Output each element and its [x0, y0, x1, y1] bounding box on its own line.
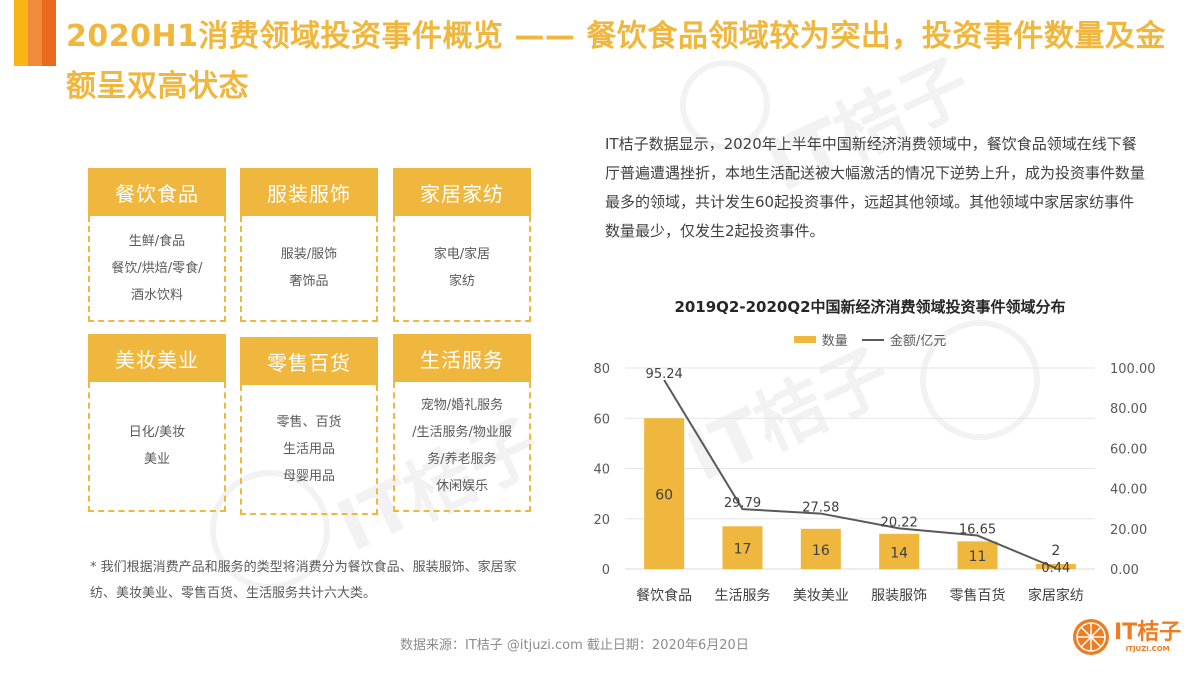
- x-category-label: 服装服饰: [871, 588, 927, 604]
- x-category-label: 零售百货: [950, 587, 1006, 604]
- chart-title: 2019Q2-2020Q2中国新经济消费领域投资事件领域分布: [674, 298, 1066, 316]
- category-title: 服装服饰: [240, 168, 378, 216]
- legend-line-swatch: [861, 338, 884, 341]
- category-item: 餐饮/烘焙/零食/: [111, 260, 203, 276]
- category-card-catering: 餐饮食品 生鲜/食品 餐饮/烘焙/零食/ 酒水饮料: [88, 168, 226, 322]
- category-item: 母婴用品: [282, 468, 335, 484]
- y-right-tick: 40.00: [1110, 483, 1147, 498]
- line-value-label: 16.65: [959, 523, 996, 538]
- line-value-label: 29.79: [724, 496, 761, 511]
- description-paragraph: IT桔子数据显示，2020年上半年中国新经济消费领域中，餐饮食品领域在线下餐厅普…: [605, 135, 1146, 240]
- category-item: 零售、百货: [276, 414, 342, 430]
- category-card-apparel: 服装服饰 服装/服饰 奢饰品: [240, 168, 378, 322]
- x-category-label: 生活服务: [715, 588, 771, 604]
- y-right-tick: 0.00: [1110, 563, 1139, 578]
- category-item: 服装/服饰: [280, 247, 338, 262]
- bar-value-label: 2: [1051, 543, 1060, 559]
- x-category-label: 餐饮食品: [636, 587, 692, 604]
- data-source: 数据来源：IT桔子 @itjuzi.com 截止日期：2020年6月20日: [400, 638, 749, 653]
- bar-value-label: 11: [969, 549, 987, 565]
- category-items: 零售、百货 生活用品 母婴用品: [240, 385, 378, 515]
- category-item: 日化/美妆: [128, 425, 186, 440]
- chart-legend: 数量 金额/亿元: [590, 330, 1150, 349]
- y-left-tick: 20: [593, 513, 610, 528]
- accent-stripe-2: [28, 0, 42, 66]
- y-right-tick: 20.00: [1110, 523, 1147, 538]
- amount-line: [663, 379, 1057, 570]
- bar: [644, 418, 685, 569]
- legend-bar-swatch: [793, 336, 816, 343]
- category-title: 美妆美业: [88, 334, 226, 382]
- bar-value-label: 14: [890, 545, 908, 561]
- bar-value-label: 60: [655, 488, 673, 504]
- line-value-label: 27.58: [802, 501, 839, 516]
- x-category-label: 美妆美业: [793, 588, 849, 604]
- category-item: 休闲娱乐: [435, 479, 488, 494]
- category-items: 日化/美妆 美业: [88, 382, 226, 512]
- accent-stripe-3: [42, 0, 56, 66]
- category-card-life-services: 生活服务 宠物/婚礼服务 /生活服务/物业服 务/养老服务 休闲娱乐: [393, 334, 531, 512]
- category-card-retail: 零售百货 零售、百货 生活用品 母婴用品: [240, 337, 378, 515]
- category-items: 家电/家居 家纺: [393, 216, 531, 322]
- category-card-home: 家居家纺 家电/家居 家纺: [393, 168, 531, 322]
- logo-sub-text: ITJUZI.COM: [1125, 645, 1170, 653]
- category-items: 宠物/婚礼服务 /生活服务/物业服 务/养老服务 休闲娱乐: [393, 382, 531, 512]
- category-card-beauty: 美妆美业 日化/美妆 美业: [88, 334, 226, 512]
- category-item: 家纺: [448, 274, 475, 289]
- bar: [1035, 563, 1076, 569]
- category-item: 美业: [143, 452, 170, 467]
- y-left-tick: 0: [602, 563, 610, 578]
- category-items: 服装/服饰 奢饰品: [240, 216, 378, 322]
- y-right-tick: 60.00: [1110, 442, 1147, 457]
- itjuzi-logo: IT桔子 ITJUZI.COM: [1072, 618, 1181, 656]
- y-right-tick: 100.00: [1110, 362, 1156, 377]
- line-value-label: 0.44: [1041, 561, 1070, 576]
- bar: [957, 541, 998, 569]
- logo-main-text: IT桔子: [1114, 620, 1182, 645]
- category-item: 奢饰品: [289, 274, 329, 289]
- category-item: 生鲜/食品: [128, 233, 186, 249]
- category-item: 宠物/婚礼服务: [420, 398, 504, 413]
- accent-bar: [14, 0, 56, 66]
- category-title: 生活服务: [393, 334, 531, 382]
- footnote: * 我们根据消费产品和服务的类型将消费分为餐饮食品、服装服饰、家居家纺、美妆美业…: [90, 560, 517, 601]
- y-left-tick: 80: [593, 362, 610, 377]
- category-items: 生鲜/食品 餐饮/烘焙/零食/ 酒水饮料: [88, 216, 226, 322]
- y-left-tick: 40: [593, 463, 610, 478]
- category-item: 酒水饮料: [130, 287, 183, 303]
- bar: [722, 526, 763, 569]
- x-category-label: 家居家纺: [1028, 587, 1084, 604]
- bar: [800, 528, 841, 569]
- category-title: 餐饮食品: [88, 168, 226, 216]
- line-value-label: 95.24: [646, 367, 683, 382]
- category-title: 家居家纺: [393, 168, 531, 216]
- line-value-label: 20.22: [881, 515, 918, 530]
- category-item: 务/养老服务: [427, 452, 497, 467]
- y-right-tick: 80.00: [1110, 402, 1147, 417]
- bar: [879, 533, 920, 569]
- category-item: /生活服务/物业服: [412, 425, 512, 440]
- legend-label-amount: 金额/亿元: [889, 334, 947, 349]
- category-title: 零售百货: [240, 337, 378, 385]
- orange-slice-icon: [1073, 619, 1109, 655]
- page-title: 2020H1消费领域投资事件概览 —— 餐饮食品领域较为突出，投资事件数量及金额…: [66, 19, 1166, 104]
- bar-value-label: 17: [734, 542, 752, 558]
- category-item: 生活用品: [282, 441, 335, 457]
- category-item: 家电/家居: [433, 247, 491, 262]
- legend-label-count: 数量: [821, 334, 848, 349]
- accent-stripe-1: [14, 0, 28, 66]
- y-left-tick: 60: [593, 412, 610, 427]
- bar-value-label: 16: [812, 543, 830, 559]
